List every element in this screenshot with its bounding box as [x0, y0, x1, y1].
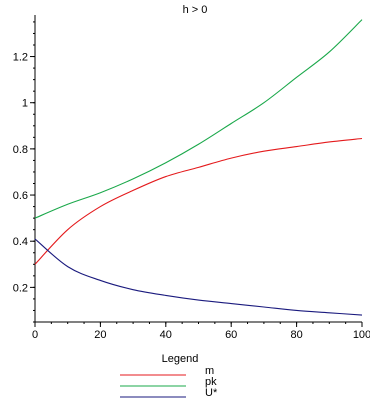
y-tick-label: 1.2 [13, 52, 28, 64]
legend-label-pk: pk [205, 376, 217, 388]
x-tick-label: 80 [290, 329, 302, 341]
y-tick-label: 0.6 [13, 190, 28, 202]
y-tick-label: 0.4 [13, 236, 28, 248]
legend-title: Legend [162, 353, 199, 365]
x-tick-label: 20 [94, 329, 106, 341]
series-line-m [34, 137, 363, 265]
y-tick-label: 0.8 [13, 144, 28, 156]
chart-title: h > 0 [183, 4, 208, 16]
x-tick-label: 60 [225, 329, 237, 341]
series-line-u [34, 238, 363, 316]
legend-label-u: U* [205, 387, 218, 399]
y-tick-label: 1 [22, 98, 28, 110]
series-line-pk [34, 19, 363, 219]
x-tick-label: 0 [32, 329, 38, 341]
series-layer [34, 19, 363, 316]
axes: 0.2 0.4 0.6 0.8 1 1.2 0 20 40 60 80 100 [13, 15, 370, 341]
x-tick-label: 100 [353, 329, 370, 341]
y-tick-label: 0.2 [13, 282, 28, 294]
legend-label-m: m [205, 365, 214, 377]
x-tick-label: 40 [160, 329, 172, 341]
